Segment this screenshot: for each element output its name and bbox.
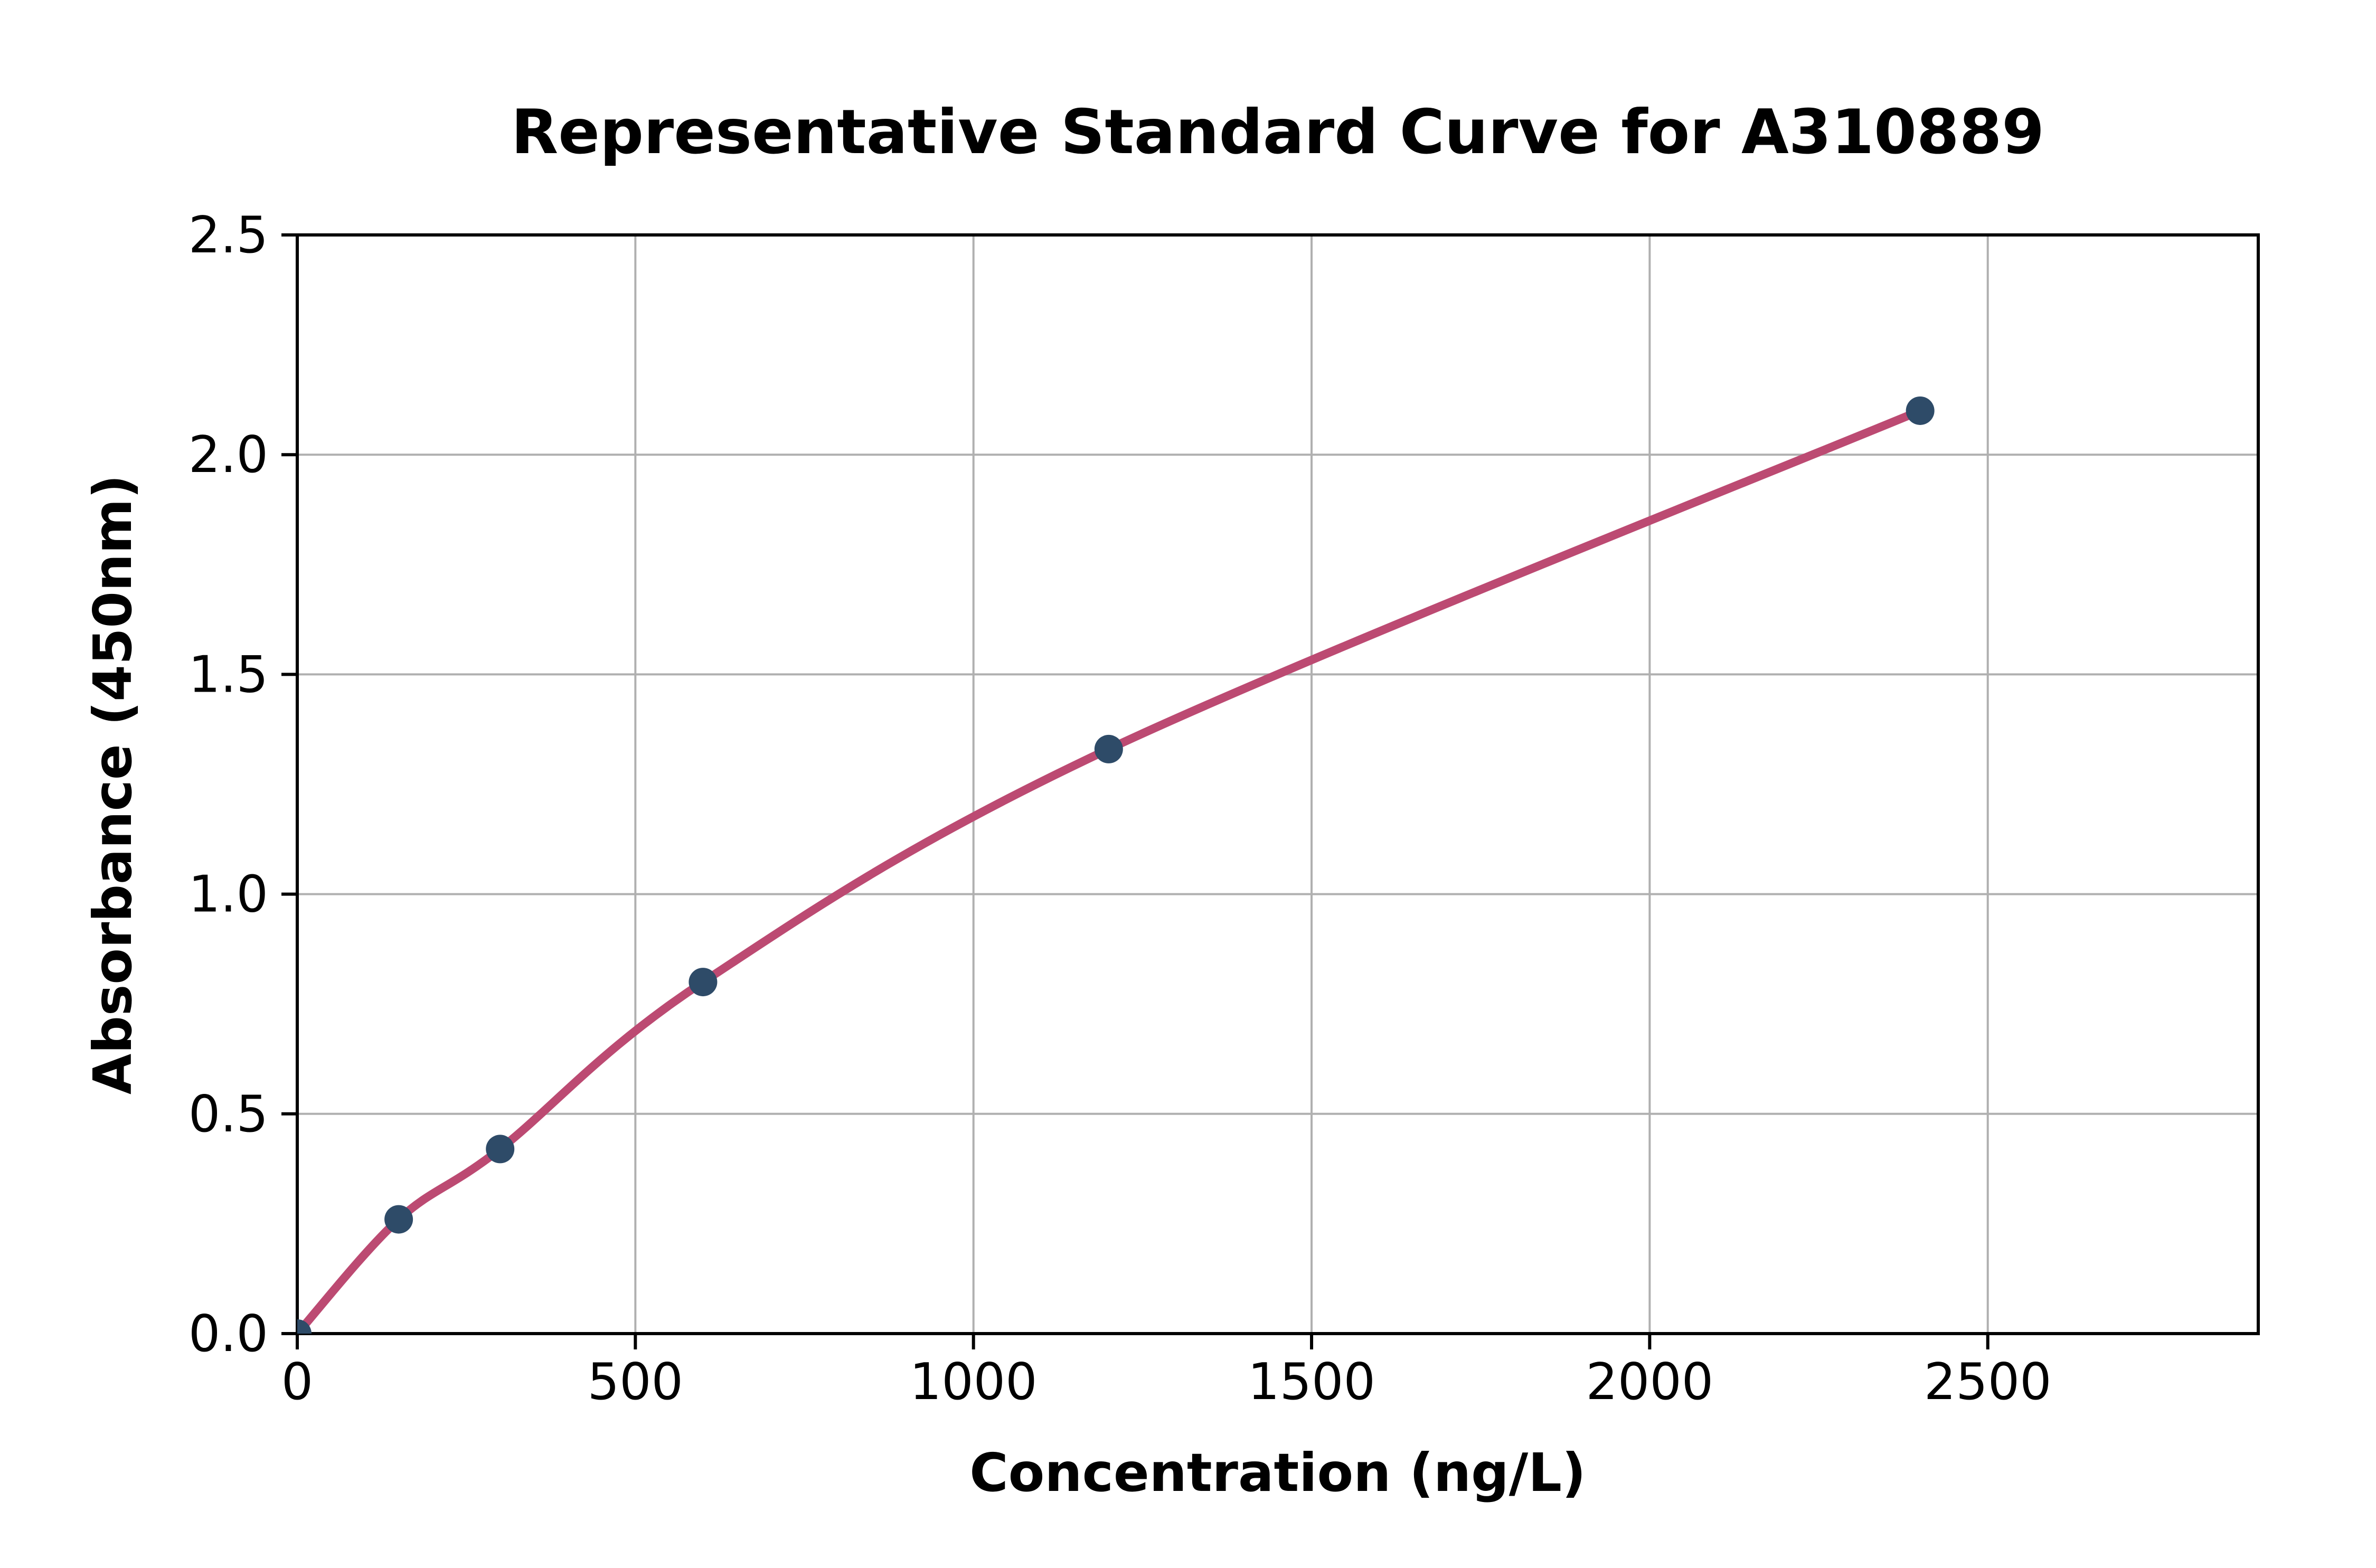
gridlines xyxy=(296,234,2258,1335)
data-point-marker xyxy=(1906,396,1935,425)
data-point-marker xyxy=(486,1135,515,1164)
data-point-marker xyxy=(689,968,718,997)
fit-curve xyxy=(297,406,1925,1334)
data-point-marker xyxy=(1094,734,1123,763)
y-tick-label: 2.0 xyxy=(188,426,268,484)
tick-labels: 0 500 1000 1500 2000 2500 0.0 0.5 1.0 1.5 2.0 2.5 xyxy=(188,206,2052,1411)
data-point-marker xyxy=(384,1205,413,1234)
x-tick-label: 1000 xyxy=(910,1353,1038,1411)
x-axis-label: Concentration (ng/L) xyxy=(969,1442,1586,1504)
y-tick-label: 0.0 xyxy=(188,1305,268,1363)
y-tick-label: 0.5 xyxy=(188,1085,268,1144)
data-point-marker xyxy=(297,1319,312,1334)
x-tick-label: 1500 xyxy=(1248,1353,1375,1411)
x-tick-label: 2000 xyxy=(1586,1353,1713,1411)
axis-ticks xyxy=(281,233,1990,1349)
x-tick-label: 0 xyxy=(281,1353,313,1411)
y-tick-label: 1.5 xyxy=(188,646,268,704)
series-layer xyxy=(297,396,1935,1334)
x-tick-label: 500 xyxy=(588,1353,683,1411)
chart-title: Representative Standard Curve for A31088… xyxy=(511,97,2044,168)
x-tick-label: 2500 xyxy=(1924,1353,2052,1411)
y-tick-label: 2.5 xyxy=(188,206,268,265)
y-tick-label: 1.0 xyxy=(188,866,268,924)
y-axis-label: Absorbance (450nm) xyxy=(82,475,144,1094)
plot-border xyxy=(296,233,2260,1335)
